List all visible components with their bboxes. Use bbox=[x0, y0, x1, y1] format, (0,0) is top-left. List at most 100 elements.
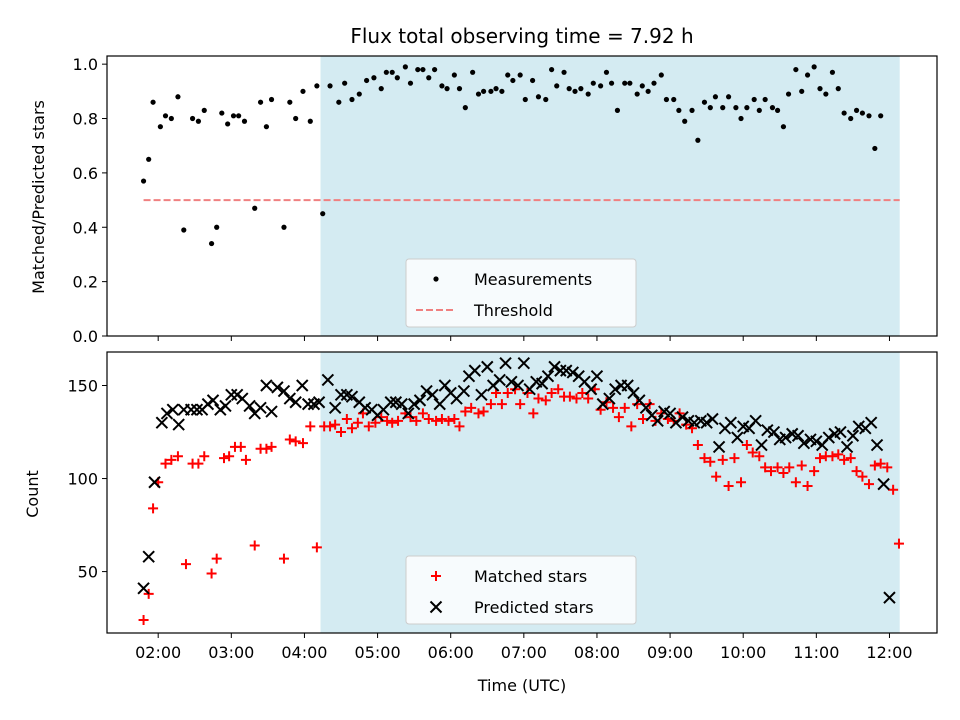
measurement-point bbox=[859, 110, 866, 116]
matched-star-point bbox=[423, 413, 434, 424]
measurement-point bbox=[566, 86, 572, 92]
predicted-star-point bbox=[548, 360, 561, 374]
predicted-star-point bbox=[184, 403, 198, 416]
measurement-point bbox=[162, 113, 169, 119]
matched-star-point bbox=[363, 421, 374, 432]
measurement-point bbox=[712, 94, 719, 100]
matched-star-point bbox=[736, 477, 747, 488]
measurement-point bbox=[342, 80, 348, 86]
matched-star-point bbox=[888, 484, 899, 495]
measurement-point bbox=[841, 110, 847, 116]
predicted-star-point bbox=[243, 399, 256, 413]
predicted-star-point bbox=[426, 388, 439, 402]
matched-star-point bbox=[790, 477, 801, 488]
measurement-point bbox=[499, 88, 505, 94]
matched-star-point bbox=[284, 434, 295, 445]
measurement-point bbox=[510, 77, 516, 84]
measurement-point bbox=[287, 99, 293, 105]
matched-star-point bbox=[261, 443, 272, 454]
measurement-point bbox=[738, 115, 744, 122]
predicted-star-point bbox=[834, 425, 847, 439]
predicted-star-point bbox=[475, 388, 488, 402]
measurement-point bbox=[785, 91, 792, 97]
counts-panel: 50 100 150 02:00 03:00 04:00 05:00 06:00 07:00 08… bbox=[67, 351, 938, 662]
measurement-point bbox=[645, 88, 651, 94]
predicted-star-point bbox=[481, 360, 494, 374]
matched-star-point bbox=[754, 451, 765, 462]
matched-star-point bbox=[346, 423, 357, 434]
matched-star-point bbox=[772, 462, 783, 473]
matched-star-point bbox=[219, 453, 230, 464]
x-tick-label: 09:00 bbox=[647, 643, 693, 662]
predicted-star-point bbox=[190, 403, 204, 416]
measurement-point bbox=[241, 118, 248, 124]
matched-star-point bbox=[478, 406, 489, 417]
matched-star-point bbox=[705, 456, 716, 467]
predicted-star-point bbox=[137, 582, 150, 595]
matched-star-point bbox=[454, 421, 465, 432]
x-tick-label: 04:00 bbox=[281, 643, 327, 662]
matched-star-point bbox=[857, 471, 868, 482]
measurement-point bbox=[475, 91, 482, 97]
measurement-point bbox=[762, 96, 768, 103]
matched-star-point bbox=[166, 454, 177, 465]
measurement-point bbox=[756, 107, 762, 113]
matched-star-point bbox=[577, 387, 588, 398]
measurement-point bbox=[701, 99, 708, 105]
predicted-star-point bbox=[877, 477, 890, 491]
matched-star-point bbox=[160, 458, 171, 469]
measurement-point bbox=[804, 72, 811, 78]
measurement-point bbox=[439, 83, 445, 89]
legend-predicted-marker bbox=[429, 600, 443, 614]
matched-star-point bbox=[619, 402, 630, 413]
matched-star-point bbox=[827, 451, 838, 462]
predicted-star-point bbox=[840, 440, 854, 454]
measurement-point bbox=[505, 72, 511, 78]
predicted-star-point bbox=[283, 392, 297, 405]
measurement-point bbox=[195, 118, 202, 124]
measurement-point bbox=[676, 107, 682, 113]
matched-star-point bbox=[814, 453, 825, 464]
predicted-star-point bbox=[541, 369, 555, 383]
matched-star-point bbox=[387, 417, 398, 428]
measurement-point bbox=[720, 105, 726, 111]
matched-star-point bbox=[851, 466, 862, 477]
ratio-panel: 0.0 0.2 0.4 0.6 0.8 1.0 Measurements Threshold bbox=[73, 55, 938, 346]
legend-label: Matched stars bbox=[474, 567, 587, 586]
measurement-point bbox=[572, 88, 578, 94]
measurement-point bbox=[281, 224, 287, 230]
predicted-star-point bbox=[566, 366, 580, 379]
matched-star-point bbox=[417, 408, 428, 419]
matched-star-point bbox=[411, 415, 422, 426]
matched-star-point bbox=[626, 421, 637, 432]
predicted-star-point bbox=[433, 397, 446, 411]
matched-star-point bbox=[352, 417, 363, 428]
measurement-point bbox=[658, 72, 664, 78]
matched-star-point bbox=[540, 395, 551, 406]
matched-star-point bbox=[778, 467, 789, 478]
measurement-point bbox=[146, 156, 152, 162]
legend-label: Threshold bbox=[473, 301, 553, 320]
measurement-point bbox=[488, 88, 494, 94]
measurement-point bbox=[389, 69, 395, 75]
predicted-star-point bbox=[219, 399, 232, 413]
matched-star-point bbox=[875, 458, 886, 469]
measurement-point bbox=[225, 121, 231, 127]
matched-star-point bbox=[235, 441, 246, 452]
predicted-star-point bbox=[468, 364, 482, 377]
measurement-point bbox=[257, 99, 264, 105]
measurement-point bbox=[543, 96, 549, 103]
matched-star-point bbox=[443, 415, 454, 426]
measurement-point bbox=[682, 118, 688, 124]
predicted-star-point bbox=[420, 384, 433, 398]
predicted-star-point bbox=[779, 431, 792, 444]
measurement-point bbox=[444, 86, 450, 92]
measurement-point bbox=[793, 66, 799, 73]
predicted-star-point bbox=[493, 373, 506, 387]
legend-measurements-marker bbox=[433, 276, 439, 282]
x-tick-label: 12:00 bbox=[866, 643, 912, 662]
measurement-point bbox=[420, 66, 426, 73]
measurement-point bbox=[811, 64, 817, 70]
predicted-star-point bbox=[609, 383, 622, 396]
y-tick-label: 0.8 bbox=[73, 110, 98, 129]
